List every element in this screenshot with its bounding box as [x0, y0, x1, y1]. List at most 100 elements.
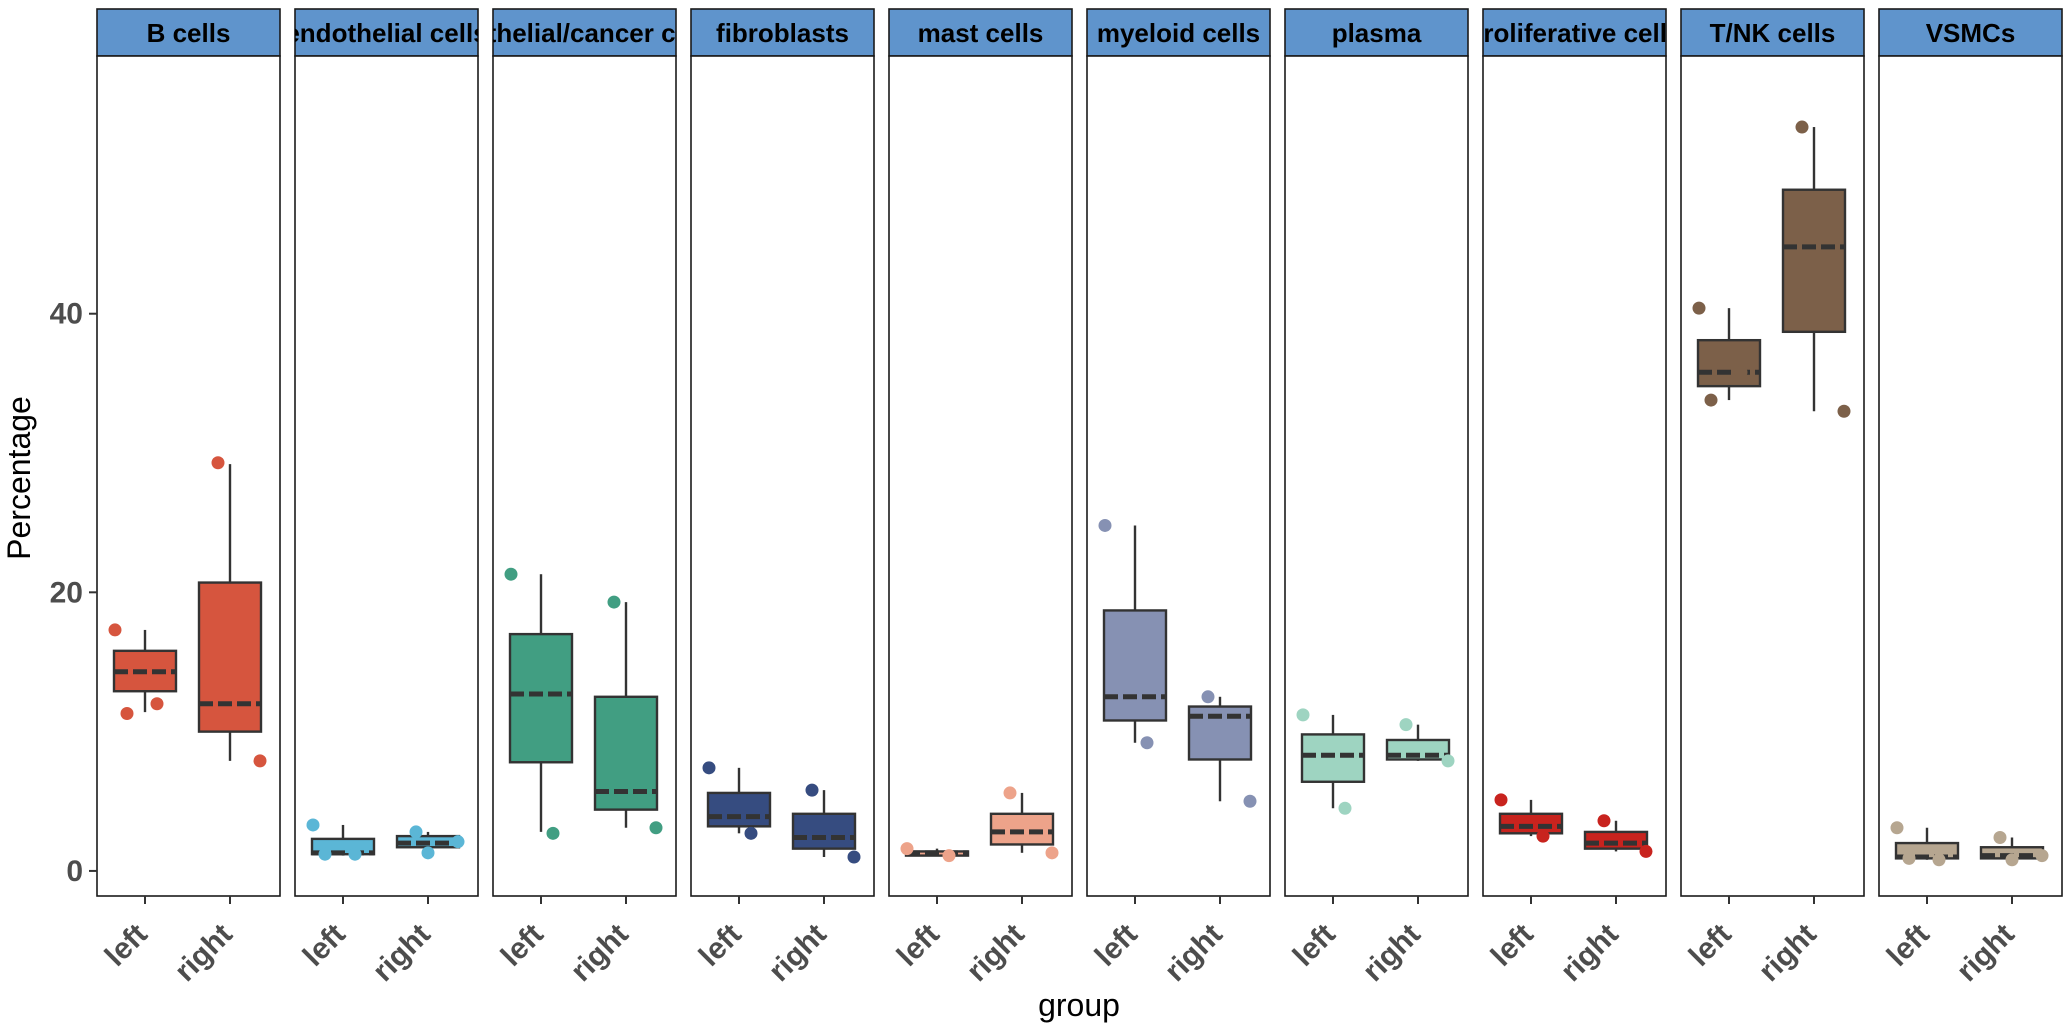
boxplot-left [702, 761, 772, 840]
data-point [1704, 393, 1718, 407]
facet-panel: plasma left right [1284, 8, 1469, 988]
boxplot-left [1890, 821, 1960, 867]
facet-panel: mast cells left right [888, 8, 1073, 988]
x-tick-label: left [1683, 918, 1738, 973]
x-tick-label: left [891, 918, 946, 973]
x-tick-label: left [1881, 918, 1936, 973]
box-iqr [791, 812, 857, 850]
data-point [1536, 829, 1550, 843]
data-point [744, 826, 758, 840]
facet-plot-area [690, 55, 875, 897]
facet-strip-label: B cells [147, 18, 231, 48]
facet-strip [888, 8, 1073, 57]
data-point [1597, 814, 1611, 828]
facet-strip-label: mast cells [918, 18, 1044, 48]
x-tick-label: right [1554, 918, 1624, 988]
boxplot-left [900, 842, 970, 863]
data-point [306, 818, 320, 832]
boxplot-right [1781, 120, 1851, 418]
data-point [1140, 736, 1154, 750]
facet-plot-area [294, 55, 479, 897]
facet-plot-area [1878, 55, 2063, 897]
boxplot-left [108, 623, 178, 721]
data-point [2005, 853, 2019, 867]
box-iqr [1781, 188, 1847, 334]
x-tick-label: right [564, 918, 634, 988]
data-point [1098, 518, 1112, 532]
data-point [1795, 120, 1809, 134]
x-tick-label: right [1158, 918, 1228, 988]
box-iqr [1498, 812, 1564, 835]
data-point [253, 754, 267, 768]
x-tick-label: right [168, 918, 238, 988]
box-iqr [706, 791, 772, 828]
boxplot-left [1098, 518, 1168, 750]
facet-panel: myeloid cells left right [1086, 8, 1271, 988]
facet-strip [96, 8, 281, 57]
data-point [120, 707, 134, 721]
boxplot-right [395, 825, 465, 860]
data-point [1045, 846, 1059, 860]
x-tick-label: right [366, 918, 436, 988]
facet-plot-area [1482, 55, 1667, 897]
facet-strip [492, 8, 677, 57]
y-tick-label: 40 [50, 298, 83, 331]
data-point [607, 595, 621, 609]
box-iqr [1696, 338, 1762, 388]
y-tick-label: 0 [66, 855, 83, 888]
facet-panel: endothelial cells left right [294, 8, 479, 988]
x-axis-title: group [1038, 987, 1120, 1023]
boxplot-right [791, 783, 861, 864]
facet-strip [1878, 8, 2063, 57]
box-iqr [508, 632, 574, 764]
data-point [805, 783, 819, 797]
data-point [702, 761, 716, 775]
facet-plot-area [888, 55, 1073, 897]
facet-plot-area [96, 55, 281, 897]
data-point [1932, 853, 1946, 867]
data-point [1296, 708, 1310, 722]
x-tick-label: right [960, 918, 1030, 988]
box-iqr [989, 812, 1055, 846]
x-tick-label: left [495, 918, 550, 973]
facet-plot-area [1086, 55, 1271, 897]
data-point [942, 849, 956, 863]
data-point [1494, 793, 1508, 807]
x-tick-label: right [1752, 918, 1822, 988]
data-point [900, 842, 914, 856]
x-tick-label: right [1950, 918, 2020, 988]
box-iqr [1583, 830, 1649, 850]
data-point [409, 825, 423, 839]
data-point [211, 456, 225, 470]
x-tick-label: left [1485, 918, 1540, 973]
facet-panel: B cells left right [96, 8, 281, 988]
boxplot-left [306, 818, 376, 861]
y-axis: 0 20 40 [50, 298, 97, 888]
boxplot-right [593, 595, 663, 835]
facet-panel: proliferative cells left right [1482, 8, 1667, 988]
facet-strip [1086, 8, 1271, 57]
x-tick-label: left [99, 918, 154, 973]
data-point [1734, 365, 1748, 379]
boxplot-right [1385, 718, 1455, 768]
facet-panel: fibroblasts left right [690, 8, 875, 988]
box-iqr [1102, 609, 1168, 722]
data-point [1441, 754, 1455, 768]
data-point [108, 623, 122, 637]
box-iqr [197, 581, 263, 733]
data-point [847, 850, 861, 864]
data-point [451, 835, 465, 849]
facet-plot-area [1680, 55, 1865, 897]
data-point [1837, 404, 1851, 418]
boxplot-left [1296, 708, 1366, 815]
boxplot-left [1692, 301, 1762, 407]
data-point [1692, 301, 1706, 315]
data-point [1993, 830, 2007, 844]
x-tick-label: right [1356, 918, 1426, 988]
facet-strip-label: VSMCs [1926, 18, 2016, 48]
facet-strip [1284, 8, 1469, 57]
facet-strip-label: fibroblasts [716, 18, 849, 48]
x-tick-label: left [1089, 918, 1144, 973]
